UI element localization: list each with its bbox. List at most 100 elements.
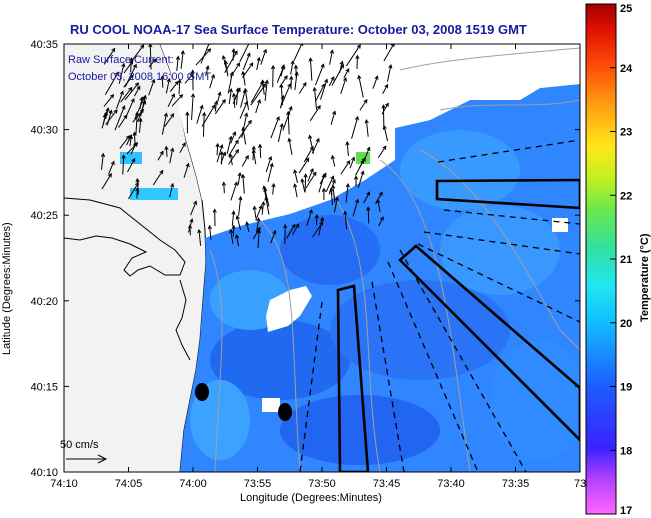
current-vector xyxy=(309,104,321,122)
current-vector xyxy=(308,134,315,154)
current-vector xyxy=(177,78,182,95)
current-vector xyxy=(167,93,175,108)
y-axis-label: Latitude (Degrees:Minutes) xyxy=(1,222,13,355)
x-tick-label: 73:40 xyxy=(437,478,465,490)
current-vector xyxy=(345,140,350,157)
current-vector xyxy=(366,206,371,224)
figure-title: RU COOL NOAA-17 Sea Surface Temperature:… xyxy=(70,22,527,37)
current-vector xyxy=(378,216,384,227)
current-vector xyxy=(318,216,325,236)
current-vector xyxy=(321,187,327,200)
current-vector xyxy=(318,173,326,193)
current-vector xyxy=(357,170,365,188)
colorbar-tick-label: 17 xyxy=(620,505,632,517)
current-vector xyxy=(330,154,336,167)
colorbar-tick-label: 20 xyxy=(620,318,632,330)
dashed-sampling-lines xyxy=(299,139,580,472)
current-vector xyxy=(164,145,169,157)
current-vector xyxy=(243,87,250,110)
current-vector xyxy=(230,181,238,201)
current-vector xyxy=(241,112,249,138)
current-vector xyxy=(175,55,181,72)
current-vector xyxy=(114,105,126,131)
colorbar: 17 18 19 20 21 22 23 24 25 Temperature (°C) xyxy=(585,3,651,517)
current-vector xyxy=(152,169,164,186)
current-vector xyxy=(359,99,368,111)
current-vector xyxy=(104,71,119,95)
x-tick-label: 73:50 xyxy=(308,478,336,490)
current-vector xyxy=(314,83,325,102)
current-vector xyxy=(270,64,276,88)
current-vector xyxy=(148,78,156,96)
current-vector xyxy=(355,54,360,69)
surface-current-vectors xyxy=(100,44,395,249)
current-vector xyxy=(345,44,361,67)
current-vector xyxy=(185,111,190,134)
x-axis-label: Longitude (Degrees:Minutes) xyxy=(240,492,382,504)
current-vector xyxy=(355,159,365,176)
x-tick-label: 73:45 xyxy=(373,478,401,490)
current-vector xyxy=(349,156,356,169)
current-vector xyxy=(124,82,139,101)
current-vector xyxy=(340,77,348,95)
current-vector xyxy=(234,234,240,247)
current-vector xyxy=(221,181,227,194)
current-vector xyxy=(242,62,254,78)
current-vector xyxy=(270,116,280,139)
current-vector xyxy=(169,147,175,164)
current-vector xyxy=(267,162,274,183)
current-vector xyxy=(161,112,168,135)
scale-arrow-head xyxy=(97,454,108,464)
current-vector xyxy=(298,157,310,174)
current-vector xyxy=(306,209,313,226)
current-vector xyxy=(256,56,261,71)
current-vector xyxy=(329,49,335,65)
current-vector xyxy=(245,221,250,233)
current-vector xyxy=(255,98,262,114)
current-vector xyxy=(157,150,164,161)
current-vector xyxy=(220,151,227,164)
annotation-current-title: Raw Surface Current: xyxy=(68,54,174,66)
current-vector xyxy=(184,72,194,84)
current-vector xyxy=(339,60,344,74)
current-vector xyxy=(148,58,157,68)
current-vector xyxy=(283,223,288,244)
current-vector xyxy=(287,137,293,155)
current-vector xyxy=(212,208,217,227)
current-vector xyxy=(231,210,236,226)
colorbar-tick-label: 22 xyxy=(620,190,632,202)
current-vector xyxy=(214,98,226,115)
y-tick-label: 40:10 xyxy=(30,467,58,479)
current-vector xyxy=(238,195,243,216)
current-vector xyxy=(202,111,207,137)
current-vector xyxy=(205,65,210,77)
sst-patch xyxy=(120,152,142,164)
current-vector xyxy=(364,118,369,137)
current-vector xyxy=(303,173,308,193)
current-vector xyxy=(363,146,371,162)
current-vector xyxy=(351,115,360,139)
current-vector xyxy=(314,213,319,226)
current-vector xyxy=(279,83,284,106)
current-vector xyxy=(298,81,307,94)
y-tick-label: 40:25 xyxy=(30,210,58,222)
x-tick-label: 74:00 xyxy=(179,478,207,490)
current-vector xyxy=(264,79,269,101)
current-vector xyxy=(340,160,351,175)
current-vector xyxy=(169,80,179,92)
current-vector xyxy=(196,104,204,124)
current-vector xyxy=(115,90,124,109)
current-vector xyxy=(160,75,165,88)
current-vector xyxy=(290,59,295,75)
x-tick-label: 74:10 xyxy=(50,478,78,490)
current-vector xyxy=(127,181,139,200)
current-vector xyxy=(375,191,383,204)
current-vector xyxy=(229,228,234,244)
current-vector xyxy=(209,73,215,89)
map-plot-area xyxy=(64,44,580,472)
current-vector xyxy=(320,78,329,100)
current-vector xyxy=(256,217,261,233)
current-vector xyxy=(187,224,193,236)
current-vector xyxy=(329,187,334,206)
current-vector xyxy=(333,196,339,213)
